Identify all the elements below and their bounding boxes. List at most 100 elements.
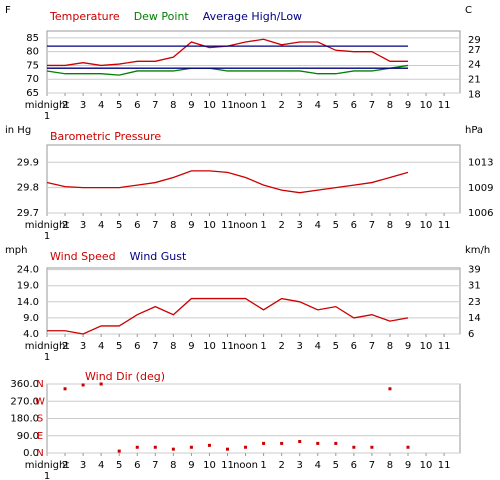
y2-tick-label: 18 (468, 89, 481, 100)
x-tick-label: 4 (315, 220, 321, 231)
point (99, 382, 103, 386)
x-tick-label: 11 (221, 341, 234, 352)
point (117, 449, 121, 453)
x-tick-label: 2 (62, 100, 68, 111)
x-tick-label: 10 (203, 341, 216, 352)
x-tick-label: 5 (116, 220, 122, 231)
legend-entry: Barometric Pressure (50, 130, 161, 143)
point (135, 445, 139, 449)
x-tick-label: 3 (297, 460, 303, 471)
y-tick-label: 75 (26, 60, 39, 71)
date-label: 1 (44, 111, 50, 122)
x-tick-label: 7 (369, 100, 375, 111)
legend-entry: Wind Speed (50, 250, 116, 263)
x-tick-label: midnight (25, 341, 70, 352)
y-tick-label: 29.8 (17, 183, 39, 194)
point (207, 443, 211, 447)
compass-label: W (35, 396, 45, 407)
x-tick-label: 10 (420, 220, 433, 231)
x-tick-label: 11 (438, 460, 451, 471)
x-tick-label: 9 (405, 100, 411, 111)
x-tick-label: 1 (260, 460, 266, 471)
x-tick-label: 4 (315, 341, 321, 352)
x-tick-label: 3 (80, 100, 86, 111)
y-tick-label: 0.0 (23, 448, 39, 459)
y-tick-label: 270.0 (10, 396, 39, 407)
y2-axis-label: km/h (465, 245, 490, 256)
y2-tick-label: 14 (468, 313, 481, 324)
legend-entry: Temperature (49, 10, 120, 23)
x-tick-label: 5 (333, 460, 339, 471)
x-tick-label: 8 (387, 341, 393, 352)
legend-entry: Dew Point (134, 10, 190, 23)
x-tick-label: 8 (170, 341, 176, 352)
point (81, 383, 85, 387)
x-tick-label: 7 (152, 100, 158, 111)
y-axis-label: F (5, 5, 11, 16)
x-tick-label: 11 (438, 220, 451, 231)
x-tick-label: 2 (278, 100, 284, 111)
plot-area (46, 267, 461, 335)
x-tick-label: 9 (405, 460, 411, 471)
x-tick-label: noon (233, 100, 258, 111)
x-tick-label: 7 (152, 341, 158, 352)
point (406, 445, 410, 449)
x-tick-label: 4 (98, 220, 104, 231)
x-tick-label: 9 (405, 220, 411, 231)
x-tick-label: 5 (333, 341, 339, 352)
x-tick-label: 9 (405, 341, 411, 352)
x-tick-label: 11 (221, 460, 234, 471)
y-tick-label: 24.0 (17, 265, 39, 276)
x-tick-label: 3 (297, 100, 303, 111)
y2-tick-label: 27 (468, 45, 481, 56)
x-tick-label: 9 (188, 220, 194, 231)
x-tick-label: 10 (420, 100, 433, 111)
point (334, 441, 338, 445)
x-tick-label: 2 (62, 341, 68, 352)
y2-tick-label: 23 (468, 297, 481, 308)
date-label: 1 (44, 231, 50, 242)
x-tick-label: 10 (203, 460, 216, 471)
x-tick-label: 1 (260, 100, 266, 111)
y-tick-label: 70 (26, 74, 39, 85)
x-tick-label: 6 (134, 341, 140, 352)
x-tick-label: 4 (98, 460, 104, 471)
y-tick-label: 180.0 (10, 414, 39, 425)
compass-label: S (37, 414, 43, 425)
compass-label: N (36, 379, 43, 390)
legend-entry: Average High/Low (203, 10, 302, 23)
x-tick-label: 8 (170, 100, 176, 111)
x-tick-label: 4 (315, 100, 321, 111)
x-tick-label: 7 (369, 341, 375, 352)
x-tick-label: 7 (152, 460, 158, 471)
x-tick-label: 10 (203, 100, 216, 111)
y2-tick-label: 6 (468, 329, 474, 340)
legend-entry: Wind Gust (130, 250, 187, 263)
date-label: 1 (44, 471, 50, 480)
x-tick-label: 7 (369, 220, 375, 231)
x-tick-label: noon (233, 460, 258, 471)
y2-tick-label: 31 (468, 281, 481, 292)
y2-axis-label: C (465, 5, 472, 16)
point (63, 387, 67, 391)
x-tick-label: 11 (438, 341, 451, 352)
y2-tick-label: 29 (468, 35, 481, 46)
x-tick-label: 7 (369, 460, 375, 471)
x-tick-label: midnight (25, 460, 70, 471)
y-tick-label: 65 (26, 88, 39, 99)
x-tick-label: 2 (278, 341, 284, 352)
x-tick-label: 10 (203, 220, 216, 231)
point (298, 440, 302, 443)
x-tick-label: 4 (98, 341, 104, 352)
x-tick-label: 4 (98, 100, 104, 111)
x-tick-label: 5 (116, 460, 122, 471)
x-tick-label: 7 (152, 220, 158, 231)
x-tick-label: 9 (188, 100, 194, 111)
x-tick-label: 8 (170, 220, 176, 231)
y-tick-label: 9.0 (23, 313, 39, 324)
y-axis-label: in Hg (5, 125, 31, 136)
y2-tick-label: 39 (468, 265, 481, 276)
x-tick-label: 11 (221, 100, 234, 111)
point (226, 447, 229, 451)
x-tick-label: 3 (80, 220, 86, 231)
